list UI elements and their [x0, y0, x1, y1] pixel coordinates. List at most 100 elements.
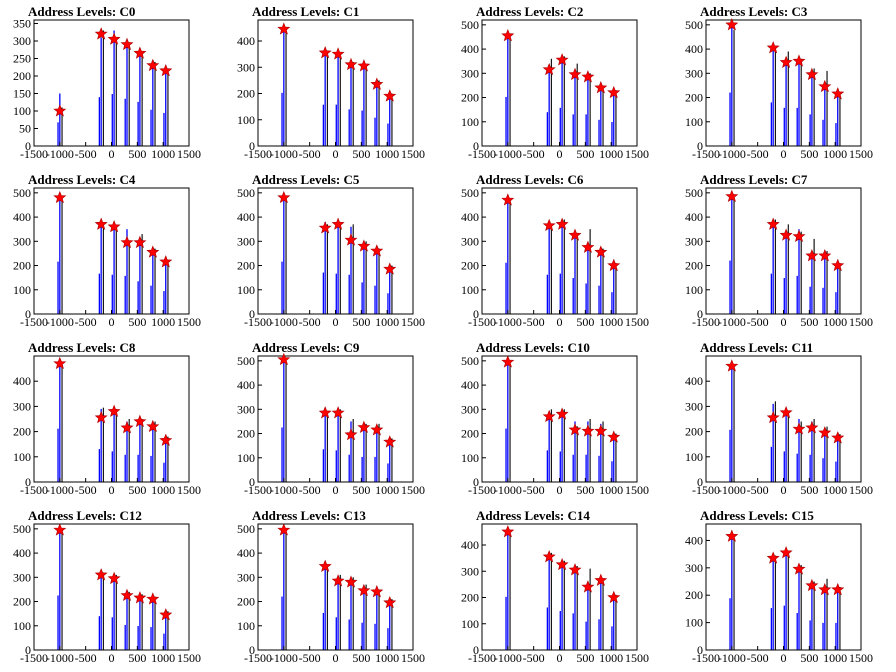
x-tick-label-5: 1000 [823, 315, 847, 329]
y-tick-label-2: 200 [13, 259, 31, 273]
y-tick-label-5: 500 [461, 18, 479, 32]
peak-marker-0 [277, 352, 291, 366]
x-tick-label-6: 1500 [401, 483, 425, 497]
x-tick-label-2: -500 [747, 147, 769, 161]
peak-marker-4 [581, 424, 595, 437]
peak-marker-2 [555, 217, 569, 230]
y-tick-label-3: 300 [685, 66, 703, 80]
x-tick-label-0: -1500 [244, 147, 272, 161]
x-tick-label-6: 1500 [625, 315, 649, 329]
x-tick-label-3: 0 [109, 315, 115, 329]
y-tick-label-3: 300 [237, 60, 255, 74]
y-tick-label-0: 0 [697, 139, 703, 153]
y-tick-label-0: 0 [25, 643, 31, 657]
peak-marker-0 [53, 190, 67, 204]
x-tick-label-1: -1000 [718, 315, 746, 329]
x-tick-label-4: 500 [800, 315, 818, 329]
chart-title: Address Levels: C5 [252, 172, 360, 187]
y-tick-label-0: 0 [473, 643, 479, 657]
peak-marker-0 [277, 22, 291, 35]
y-tick-label-4: 400 [685, 210, 703, 224]
peak-marker-2 [555, 557, 569, 571]
y-tick-label-1: 100 [461, 283, 479, 297]
chart-title: Address Levels: C11 [700, 340, 813, 355]
x-tick-label-1: -1000 [718, 147, 746, 161]
x-tick-label-1: -1000 [494, 651, 522, 665]
x-tick-label-4: 500 [352, 147, 370, 161]
x-tick-label-6: 1500 [177, 483, 201, 497]
y-tick-label-4: 400 [237, 34, 255, 48]
y-tick-label-3: 300 [685, 234, 703, 248]
peak-marker-6 [159, 433, 173, 446]
chart-panel-10: Address Levels: C10 0 100 200 300 400 500 -1500… [461, 340, 649, 497]
y-tick-label-4: 200 [13, 69, 31, 83]
x-tick-label-0: -1500 [244, 483, 272, 497]
chart-title: Address Levels: C15 [700, 508, 814, 523]
peak-marker-1 [94, 27, 108, 40]
y-tick-label-0: 0 [697, 307, 703, 321]
peak-marker-5 [370, 584, 384, 598]
chart-panel-15: Address Levels: C15 0 100 200 300 400 -1500-10… [685, 508, 873, 665]
x-tick-label-5: 1000 [375, 483, 399, 497]
y-tick-label-2: 200 [685, 91, 703, 105]
peak-marker-3 [568, 423, 582, 436]
chart-title: Address Levels: C7 [700, 172, 808, 187]
x-tick-label-6: 1500 [849, 315, 873, 329]
x-tick-label-5: 1000 [151, 651, 175, 665]
x-tick-label-2: -500 [523, 651, 545, 665]
x-tick-label-0: -1500 [692, 147, 720, 161]
x-tick-label-6: 1500 [849, 651, 873, 665]
peak-marker-0 [53, 104, 67, 117]
peak-marker-5 [146, 245, 160, 258]
peak-marker-2 [107, 571, 121, 585]
x-tick-label-5: 1000 [823, 147, 847, 161]
y-tick-label-7: 350 [13, 17, 31, 31]
peak-marker-3 [120, 235, 134, 249]
peak-marker-5 [370, 77, 384, 90]
peak-marker-6 [383, 435, 397, 448]
y-tick-label-1: 100 [685, 115, 703, 129]
peak-marker-2 [779, 55, 793, 68]
y-tick-label-2: 200 [461, 591, 479, 605]
peak-marker-3 [344, 233, 358, 246]
x-tick-label-3: 0 [781, 651, 787, 665]
y-tick-label-0: 0 [473, 475, 479, 489]
peak-marker-2 [107, 219, 121, 233]
chart-title: Address Levels: C1 [252, 4, 359, 19]
peak-marker-5 [370, 423, 384, 436]
chart-panel-2: Address Levels: C20100200300400500-1500-… [461, 4, 649, 161]
peak-marker-0 [725, 189, 739, 202]
peak-marker-5 [818, 248, 832, 262]
y-tick-label-4: 400 [685, 374, 703, 388]
peak-marker-4 [133, 46, 147, 59]
chart-panel-9: Address Levels: C90100200300400500-1500-… [237, 340, 425, 497]
y-tick-label-2: 200 [13, 595, 31, 609]
chart-title: Address Levels: C12 [28, 508, 142, 523]
y-tick-label-2: 200 [461, 91, 479, 105]
peak-marker-4 [357, 583, 371, 597]
x-tick-label-1: -1000 [494, 147, 522, 161]
chart-panel-11: Address Levels: C11 0 100 200 300 400 -1500-10… [685, 340, 873, 497]
y-tick-label-5: 250 [13, 52, 31, 66]
peak-marker-4 [133, 414, 147, 428]
peak-marker-5 [818, 79, 832, 93]
y-tick-label-3: 300 [237, 234, 255, 248]
peak-marker-4 [805, 420, 819, 434]
y-tick-label-0: 0 [473, 307, 479, 321]
peak-marker-3 [568, 563, 582, 576]
peak-marker-3 [568, 67, 582, 81]
peak-marker-6 [831, 431, 845, 444]
peak-marker-0 [725, 359, 739, 372]
peak-marker-5 [146, 419, 160, 433]
peak-marker-5 [818, 426, 832, 439]
peak-marker-0 [501, 525, 515, 538]
y-tick-label-4: 400 [461, 378, 479, 392]
peak-marker-3 [344, 57, 358, 71]
y-tick-label-6: 300 [13, 34, 31, 48]
y-tick-label-4: 400 [685, 533, 703, 547]
chart-title: Address Levels: C13 [252, 508, 366, 523]
y-tick-label-2: 200 [685, 259, 703, 273]
y-tick-label-5: 500 [237, 186, 255, 200]
x-tick-label-3: 0 [557, 315, 563, 329]
y-tick-label-1: 100 [237, 619, 255, 633]
